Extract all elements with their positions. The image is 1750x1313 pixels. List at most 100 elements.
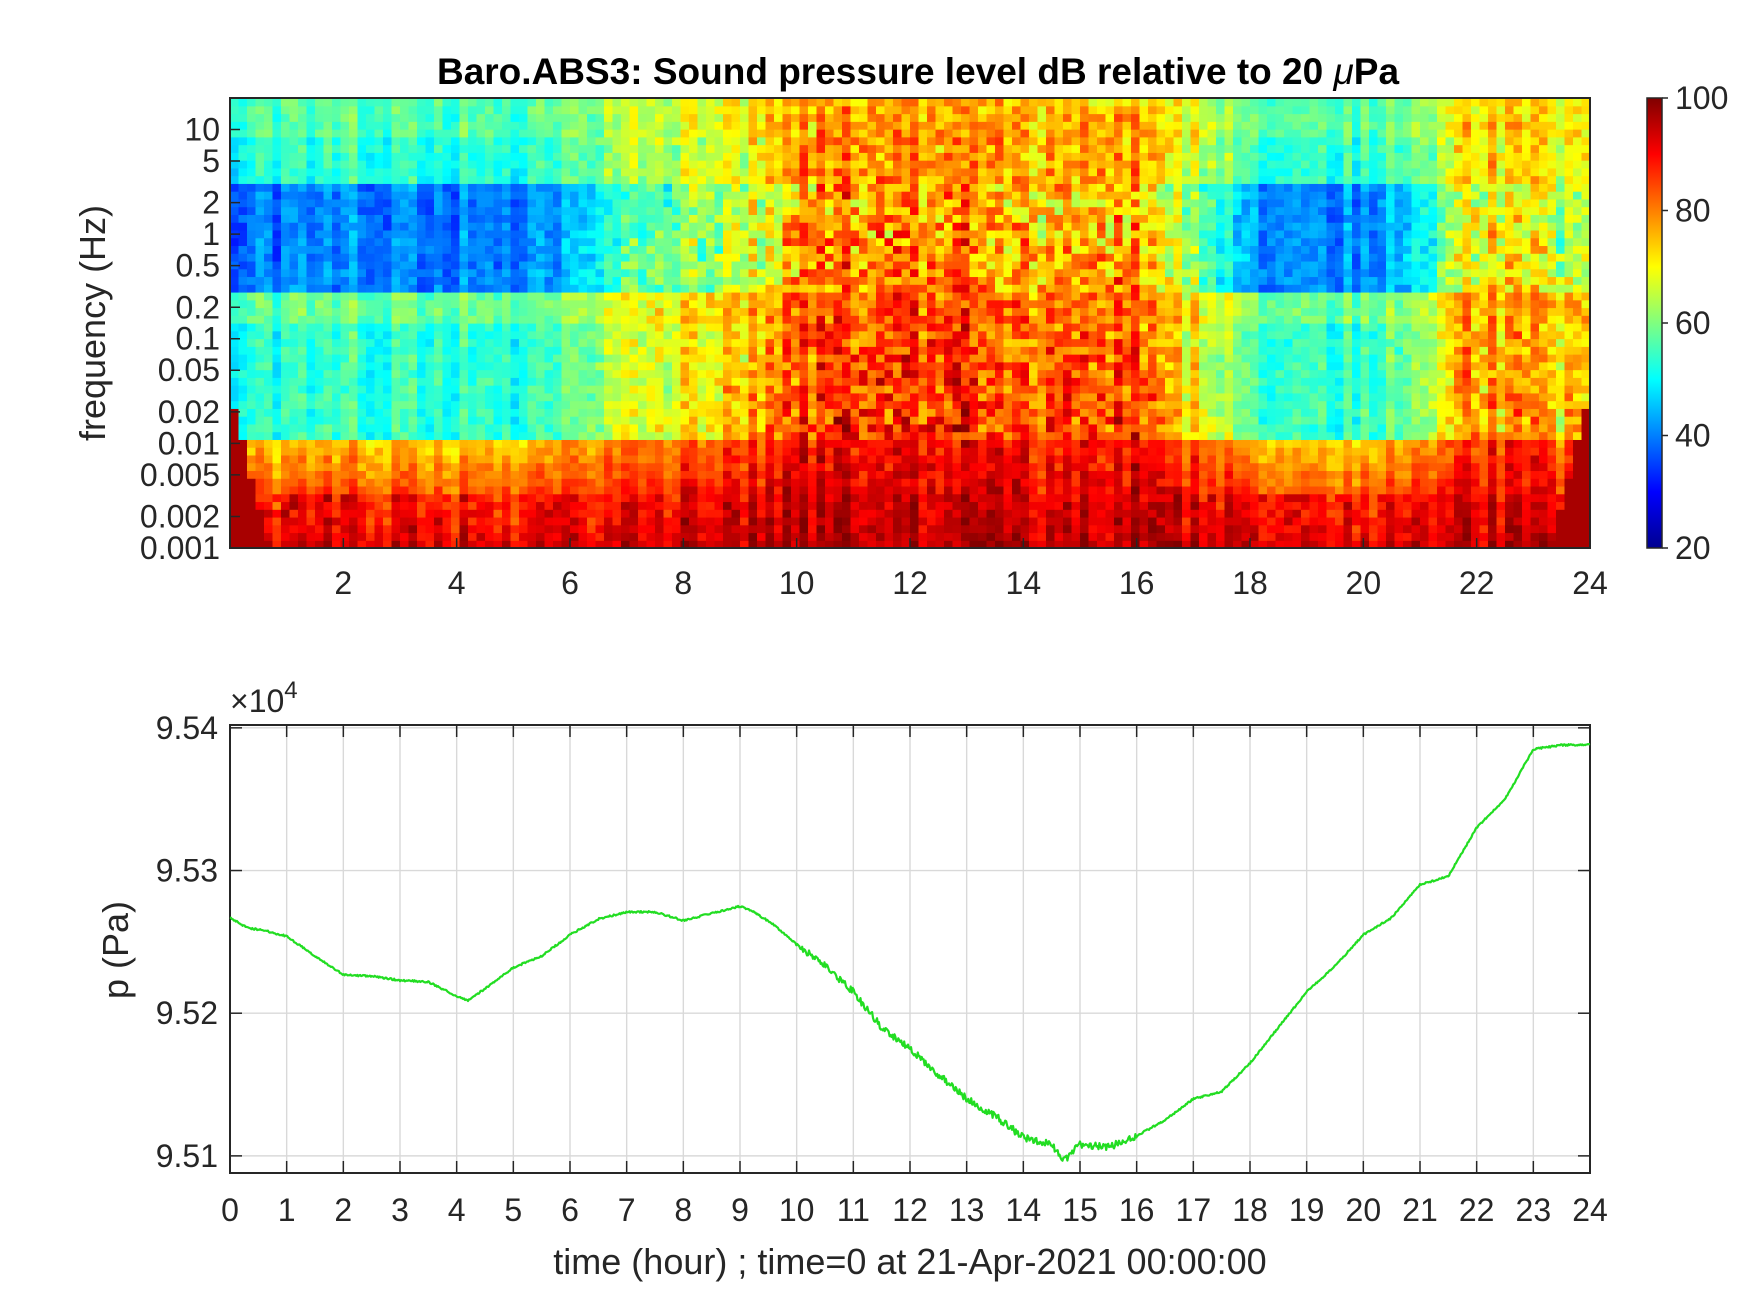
- heatmap-cell: [833, 532, 843, 541]
- heatmap-cell: [944, 423, 954, 433]
- heatmap-cell: [808, 268, 818, 278]
- heatmap-cell: [765, 416, 775, 425]
- heatmap-cell: [825, 516, 835, 526]
- heatmap-cell: [910, 183, 920, 192]
- heatmap-cell: [289, 493, 299, 503]
- heatmap-cell: [774, 423, 784, 433]
- heatmap-cell: [774, 268, 784, 278]
- heatmap-cell: [655, 222, 665, 231]
- heatmap-cell: [425, 307, 435, 316]
- heatmap-cell: [442, 98, 452, 107]
- heatmap-cell: [816, 416, 826, 425]
- heatmap-cell: [510, 307, 520, 316]
- heatmap-cell: [544, 136, 554, 146]
- heatmap-cell: [340, 462, 350, 472]
- heatmap-cell: [510, 416, 520, 425]
- heatmap-cell: [723, 152, 733, 161]
- heatmap-cell: [306, 276, 316, 285]
- heatmap-cell: [383, 377, 393, 386]
- heatmap-cell: [833, 160, 843, 169]
- heatmap-cell: [374, 400, 384, 409]
- heatmap-cell: [578, 431, 588, 440]
- heatmap-cell: [570, 98, 580, 107]
- heatmap-cell: [536, 191, 546, 200]
- heatmap-cell: [621, 191, 631, 200]
- heatmap-cell: [901, 361, 911, 371]
- heatmap-cell: [578, 369, 588, 378]
- heatmap-cell: [672, 423, 682, 433]
- heatmap-cell: [417, 315, 427, 324]
- heatmap-cell: [723, 400, 733, 409]
- heatmap-cell: [655, 431, 665, 440]
- heatmap-cell: [697, 276, 707, 285]
- heatmap-cell: [476, 330, 486, 340]
- heatmap-cell: [553, 470, 563, 479]
- heatmap-cell: [799, 136, 809, 146]
- heatmap-cell: [527, 346, 537, 355]
- heatmap-cell: [791, 470, 801, 479]
- heatmap-cell: [782, 136, 792, 146]
- heatmap-cell: [782, 369, 792, 378]
- heatmap-cell: [731, 416, 741, 425]
- heatmap-cell: [799, 268, 809, 278]
- heatmap-cell: [476, 369, 486, 378]
- heatmap-cell: [808, 532, 818, 541]
- heatmap-cell: [357, 268, 367, 278]
- heatmap-cell: [298, 532, 308, 541]
- heatmap-cell: [655, 323, 665, 332]
- heatmap-cell: [918, 470, 928, 479]
- heatmap-cell: [578, 346, 588, 355]
- heatmap-cell: [935, 478, 945, 487]
- heatmap-cell: [315, 408, 325, 417]
- heatmap-cell: [621, 408, 631, 417]
- heatmap-cell: [323, 253, 333, 262]
- heatmap-cell: [315, 253, 325, 262]
- heatmap-cell: [689, 493, 699, 503]
- heatmap-cell: [476, 237, 486, 247]
- heatmap-cell: [740, 470, 750, 479]
- heatmap-cell: [298, 540, 308, 549]
- spectrogram-title: Baro.ABS3: Sound pressure level dB relat…: [437, 51, 1399, 92]
- heatmap-cell: [731, 167, 741, 177]
- heatmap-cell: [417, 129, 427, 138]
- heatmap-cell: [442, 229, 452, 239]
- heatmap-cell: [510, 245, 520, 254]
- heatmap-cell: [527, 493, 537, 503]
- heatmap-cell: [859, 276, 869, 285]
- heatmap-cell: [808, 369, 818, 378]
- heatmap-cell: [952, 431, 962, 440]
- heatmap-cell: [816, 540, 826, 549]
- heatmap-cell: [918, 524, 928, 534]
- heatmap-cell: [510, 377, 520, 386]
- heatmap-cell: [867, 509, 877, 518]
- heatmap-cell: [808, 454, 818, 464]
- heatmap-cell: [867, 346, 877, 355]
- heatmap-cell: [808, 129, 818, 138]
- heatmap-cell: [468, 315, 478, 324]
- heatmap-cell: [646, 470, 656, 479]
- heatmap-cell: [876, 152, 886, 161]
- heatmap-cell: [850, 454, 860, 464]
- heatmap-cell: [425, 222, 435, 231]
- heatmap-cell: [927, 307, 937, 316]
- heatmap-cell: [612, 175, 622, 184]
- heatmap-cell: [374, 447, 384, 456]
- heatmap-cell: [230, 276, 240, 285]
- heatmap-cell: [502, 315, 512, 324]
- heatmap-cell: [842, 291, 852, 301]
- heatmap-cell: [672, 338, 682, 347]
- heatmap-cell: [782, 323, 792, 332]
- heatmap-cell: [527, 291, 537, 301]
- heatmap-cell: [612, 136, 622, 146]
- heatmap-cell: [536, 98, 546, 107]
- heatmap-cell: [621, 152, 631, 161]
- heatmap-cell: [629, 439, 639, 448]
- heatmap-cell: [901, 385, 911, 394]
- heatmap-cell: [553, 509, 563, 518]
- heatmap-cell: [323, 447, 333, 456]
- heatmap-cell: [646, 447, 656, 456]
- heatmap-cell: [425, 385, 435, 394]
- heatmap-cell: [442, 160, 452, 169]
- heatmap-cell: [723, 237, 733, 247]
- heatmap-cell: [425, 478, 435, 487]
